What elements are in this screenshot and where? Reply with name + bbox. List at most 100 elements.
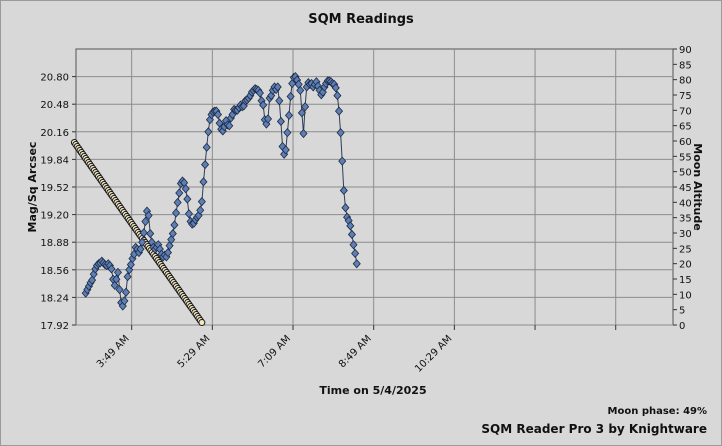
y2-tick-label: 85 [679,60,692,71]
y-tick-label: 20.16 [40,128,69,139]
sqm-point [113,267,122,277]
sqm-point [331,83,340,93]
sqm-point [259,100,268,110]
sqm-point [196,205,205,215]
x-axis-title: Time on 5/4/2025 [319,384,426,397]
sqm-point [299,128,308,139]
sqm-point [141,216,150,227]
x-tick-label: 8:49 AM [337,333,374,370]
sqm-point [349,240,358,250]
y-axis-ticks: 17.92 18.24 18.56 18.88 19.20 19.52 19.84 20.16… [40,73,76,332]
y-tick-label: 19.20 [40,211,69,222]
moon-phase-label: Moon phase: 49% [608,406,707,417]
sqm-point [123,272,132,282]
y2-tick-label: 60 [679,137,692,148]
y2-tick-label: 80 [679,76,692,87]
sqm-point [138,237,147,247]
y2-tick-label: 70 [679,106,692,117]
sqm-point [118,301,127,311]
y-tick-label: 18.88 [40,238,69,249]
sqm-point [276,116,285,127]
sqm-point [146,228,155,239]
y-tick-label: 19.52 [40,183,69,194]
sqm-point [341,203,350,213]
sqm-point [318,87,327,97]
sqm-point [347,229,356,240]
y2-tick-label: 20 [679,260,692,271]
sqm-point [194,210,203,221]
y-tick-label: 17.92 [40,321,69,332]
x-tick-label: 10:29 AM [413,333,454,374]
sqm-point [273,82,282,92]
sqm-point [334,106,344,116]
sqm-point [204,127,213,137]
sqm-point [125,265,134,275]
y2-tick-label: 55 [679,152,692,163]
sqm-point [181,184,190,194]
sqm-point [144,210,153,221]
sqm-point [352,259,361,269]
y2-tick-label: 50 [679,168,692,179]
sqm-point [288,78,297,89]
sqm-point [296,85,305,96]
y2-tick-label: 90 [679,45,692,56]
y2-tick-label: 45 [679,183,692,194]
sqm-point [120,296,129,306]
sqm-point [263,114,273,124]
sqm-point [201,159,210,170]
y2-tick-label: 75 [679,91,692,102]
x-tick-label: 7:09 AM [256,333,293,370]
y-tick-label: 20.80 [40,73,69,84]
sqm-series [81,71,361,311]
moon-point [198,319,206,327]
sqm-point [163,247,173,258]
y2-axis-title: Moon Altitude [691,143,704,230]
moon-altitude-series [70,139,206,327]
y2-tick-label: 40 [679,198,692,209]
sqm-point [338,156,347,166]
y-tick-label: 19.84 [40,155,69,166]
sqm-point [121,287,131,297]
sqm-point [202,142,211,152]
y-tick-label: 18.56 [40,266,69,277]
sqm-point [262,119,271,129]
x-axis-ticks: 3:49 AM 5:29 AM 7:09 AM 8:49 AM 10:29 AM [95,325,617,375]
chart-title: SQM Readings [308,12,414,27]
sqm-point [255,88,264,98]
sqm-point [336,128,345,138]
x-tick-label: 5:29 AM [176,333,213,370]
sqm-point [284,110,294,121]
sqm-point [112,274,121,284]
sqm-point [89,269,98,279]
sqm-point [173,197,182,208]
sqm-point [275,96,284,106]
sqm-point [199,177,208,187]
sqm-point [346,221,355,231]
sqm-point [107,264,116,274]
sqm-point [205,115,214,125]
sqm-point [281,145,290,155]
y2-tick-label: 25 [679,244,692,255]
sqm-point [115,285,124,295]
y2-tick-label: 65 [679,122,692,133]
sqm-point [184,209,193,219]
y-axis-title: Mag/Sq Arcsec [26,142,39,233]
sqm-point [213,109,223,120]
sqm-point [183,194,192,204]
y2-tick-label: 10 [679,290,692,301]
y2-tick-label: 0 [679,321,685,332]
sqm-point [351,248,360,259]
x-tick-label: 3:49 AM [95,333,132,370]
sqm-point [339,185,348,196]
sqm-point [301,102,310,112]
credit-label: SQM Reader Pro 3 by Knightware [481,422,707,436]
y-tick-label: 18.24 [40,293,69,304]
sqm-point [168,228,177,239]
sqm-point [136,244,145,254]
sqm-point [286,91,295,102]
y2-tick-label: 5 [679,306,685,317]
sqm-point [165,241,174,251]
y2-axis-ticks: 0 5 10 15 20 25 30 35 40 45 50 55 60 65 70 75 80 85 90 [673,45,692,332]
